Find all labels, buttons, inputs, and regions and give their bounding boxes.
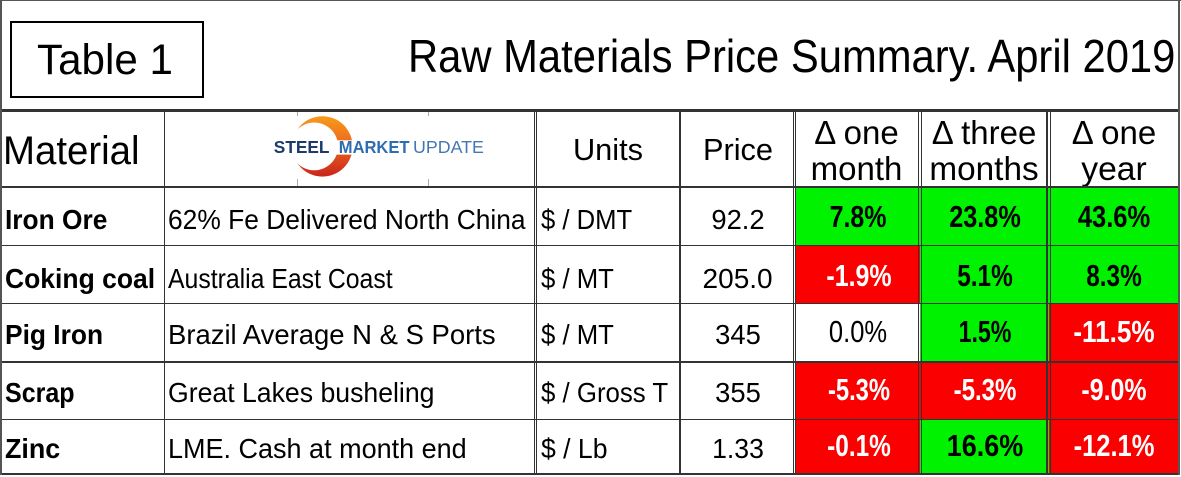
svg-text:STEEL: STEEL <box>274 137 330 157</box>
svg-text:UPDATE: UPDATE <box>413 137 484 157</box>
svg-text:MARKET: MARKET <box>339 138 410 157</box>
